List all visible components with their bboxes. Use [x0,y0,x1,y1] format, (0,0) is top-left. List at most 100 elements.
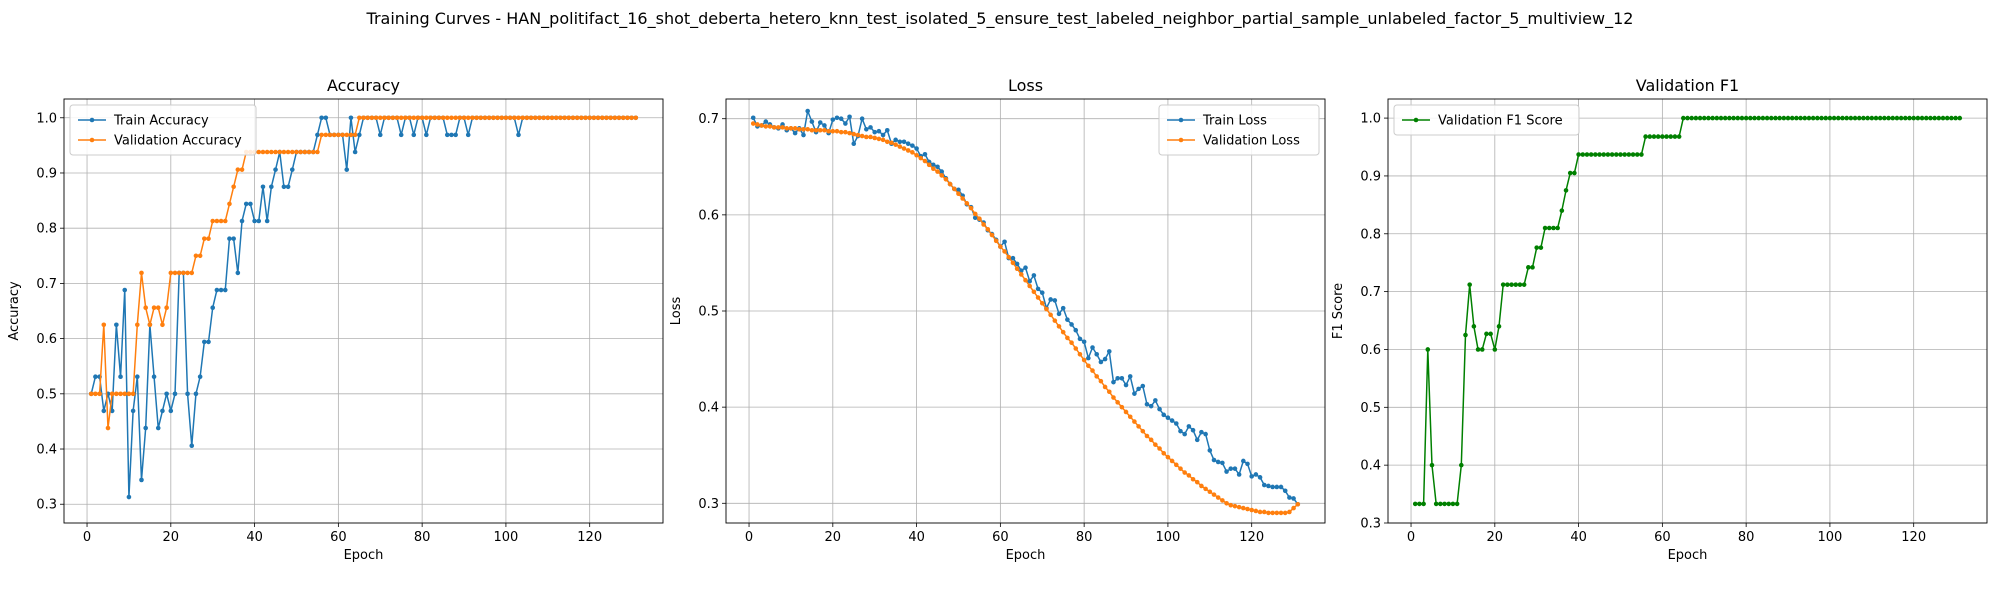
validation-f1-score-point [1957,115,1963,121]
validation-accuracy-point [139,270,144,276]
train-loss-point [843,121,848,126]
train-loss-point [1215,459,1221,465]
train-loss-point [1236,472,1242,477]
validation-accuracy-point [256,149,262,155]
train-loss-point [1178,428,1183,434]
train-loss-point [1052,298,1058,303]
validation-accuracy-point [382,115,387,121]
validation-accuracy-point [231,184,236,190]
y-tick-label: 0.3 [36,498,57,513]
train-loss-point [851,141,857,147]
train-accuracy-point [155,425,161,431]
y-tick-label: 0.3 [1360,517,1381,532]
validation-f1-score-point [1634,152,1640,157]
y-tick-label: 0.6 [698,208,719,223]
validation-accuracy-point [537,115,542,121]
validation-f1-score-point [1819,115,1824,121]
validation-accuracy-point [302,149,308,155]
train-loss-point [1077,336,1083,342]
train-loss-point [922,151,928,157]
train-loss-point [1035,286,1041,292]
accuracy-legend: Train Accuracy Validation Accuracy [69,104,257,156]
validation-f1-score-legend-marker [1413,117,1419,123]
train-accuracy-point [222,287,228,293]
validation-accuracy-point [210,218,216,224]
validation-f1-score-point [1534,245,1540,250]
validation-f1-score-point [1605,152,1611,157]
train-loss-point [1086,355,1091,361]
validation-loss-point [1165,454,1171,460]
y-tick-label: 0.8 [1360,227,1381,242]
train-accuracy-point [231,236,236,241]
validation-accuracy-point [235,167,241,172]
validation-loss-point [993,238,999,244]
validation-accuracy-point [336,132,341,138]
x-tick-label: 40 [246,530,263,545]
legend-box [1393,104,1580,136]
y-tick-label: 0.3 [698,497,719,512]
validation-f1-score-point [1764,115,1770,121]
validation-loss-point [1019,272,1024,277]
x-tick-label: 100 [1156,530,1181,545]
validation-f1-score-point [1593,152,1598,157]
validation-f1-score-point [1848,115,1854,121]
train-loss-point [805,108,810,114]
validation-loss-point [1086,363,1091,369]
validation-loss-point [1136,424,1141,429]
x-tick-label: 40 [1570,530,1587,545]
train-loss-line [752,110,1299,505]
validation-loss-point [876,136,882,142]
validation-f1-score-point [1781,115,1787,121]
train-loss-point [838,116,844,122]
validation-loss-point [1291,505,1296,511]
train-loss-point [809,119,815,124]
validation-accuracy-point [160,322,165,328]
train-loss-point [880,132,886,138]
validation-accuracy-point [285,149,291,155]
train-accuracy-point [193,391,199,397]
x-tick-label: 60 [330,530,347,545]
validation-f1-score-point [1505,282,1510,287]
train-loss-point [1073,327,1079,333]
validation-f1-score-point [1823,115,1829,121]
validation-loss-point [901,146,907,151]
validation-f1-score-point [1722,115,1728,121]
validation-accuracy-point [516,115,521,121]
validation-accuracy-point [386,115,391,121]
validation-loss-line [753,122,1299,514]
train-loss-point [1266,483,1271,489]
validation-loss-point [968,205,974,211]
y-tick-label: 0.7 [1360,285,1381,300]
validation-loss-point [830,128,836,134]
validation-f1-score-point [1412,501,1418,507]
train-loss-point [763,119,769,124]
validation-f1-score-point [1668,134,1674,139]
validation-accuracy-point [486,115,492,121]
validation-loss-point [1077,351,1083,357]
validation-loss-point [1169,458,1175,464]
train-loss-point [1065,317,1070,322]
validation-accuracy-point [528,115,534,121]
validation-accuracy-point [93,391,98,397]
train-accuracy-point [189,443,195,449]
validation-f1-score-point [1756,115,1762,121]
train-accuracy-point [444,132,450,138]
validation-f1-axes-frame [1387,98,1988,524]
train-accuracy-point [114,322,119,328]
validation-f1-score-point [1735,115,1741,121]
validation-loss-point [1236,504,1242,510]
validation-loss-point [859,133,865,139]
train-loss-point [1031,273,1037,278]
validation-accuracy-point [407,115,412,121]
train-accuracy-point [344,167,350,172]
validation-f1-score-point [1856,115,1862,121]
validation-accuracy-point [616,115,622,121]
validation-accuracy-point [474,115,479,121]
train-loss-point [834,115,840,121]
validation-loss-point [1127,414,1133,420]
validation-loss-point [1123,409,1129,415]
train-accuracy-point [214,287,220,293]
train-loss-point [1069,322,1074,327]
train-accuracy-point [281,184,287,190]
validation-accuracy-point [503,115,509,121]
